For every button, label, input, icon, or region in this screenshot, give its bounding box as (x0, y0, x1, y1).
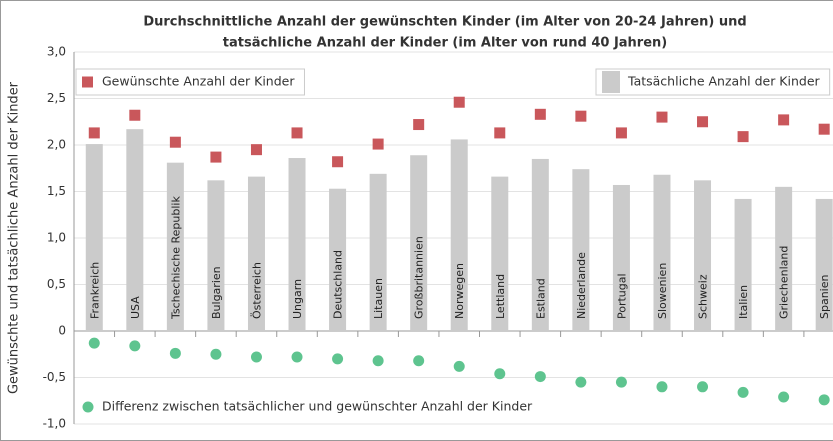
bar (734, 198, 752, 331)
bar (653, 174, 671, 331)
marker-square (291, 127, 303, 139)
bar (450, 139, 468, 331)
marker-square (210, 151, 222, 163)
x-tick-label: Slowenien (656, 263, 669, 319)
marker-circle (697, 381, 709, 393)
marker-square (575, 110, 587, 122)
marker-circle (88, 337, 100, 349)
y-tick-label: 2,0 (47, 138, 66, 152)
marker-circle (778, 391, 790, 403)
x-tick-label: Bulgarien (210, 266, 223, 319)
y-tick-label: 1,0 (47, 231, 66, 245)
x-tick-label: Tschechische Republik (169, 196, 182, 320)
marker-square (169, 136, 181, 148)
marker-square (737, 131, 749, 143)
chart-title: Durchschnittliche Anzahl der gewünschten… (143, 15, 746, 30)
marker-circle (656, 381, 668, 393)
marker-square (250, 144, 262, 156)
x-tick-label: Portugal (615, 273, 628, 319)
legend-box (75, 68, 305, 96)
y-tick-label: -0,5 (43, 370, 66, 384)
marker-square (129, 109, 141, 121)
bar (207, 180, 225, 331)
marker-square (778, 114, 790, 126)
x-tick-label: Litauen (372, 278, 385, 319)
bar (531, 158, 549, 331)
marker-square (615, 127, 627, 139)
marker-square (372, 138, 384, 150)
x-tick-label: Österreich (250, 262, 263, 319)
marker-square (332, 156, 344, 168)
marker-square (88, 127, 100, 139)
marker-circle (494, 368, 506, 380)
y-tick-label: 1,5 (47, 184, 66, 198)
legend-swatch (602, 71, 620, 93)
x-tick-label: Großbritannien (413, 236, 426, 319)
marker-square (453, 96, 465, 108)
bar (775, 186, 793, 331)
x-tick-label: Griechenland (778, 246, 791, 319)
marker-circle (332, 353, 344, 365)
x-tick-label: Ungarn (291, 279, 304, 319)
marker-circle (575, 376, 587, 388)
y-axis-label: Gewünschte und tatsächliche Anzahl der K… (7, 81, 22, 394)
bar (694, 180, 712, 331)
bar (247, 176, 265, 331)
legend-swatch (82, 401, 94, 413)
marker-circle (453, 360, 465, 372)
x-tick-label: Frankreich (88, 262, 101, 319)
bar (126, 129, 144, 331)
legend-label: Gewünschte Anzahl der Kinder (102, 74, 295, 89)
marker-circle (210, 348, 222, 360)
marker-square (494, 127, 506, 139)
bar (612, 184, 630, 331)
bar (166, 162, 184, 331)
bar (369, 173, 387, 331)
x-tick-label: Italien (737, 285, 750, 319)
legend-swatch (82, 76, 93, 88)
x-tick-label: Schweiz (697, 274, 710, 319)
marker-circle (372, 355, 384, 367)
marker-circle (818, 394, 830, 406)
bar (572, 169, 590, 331)
bar (288, 158, 306, 331)
x-tick-label: Estland (534, 278, 547, 319)
x-tick-label: Niederlande (575, 252, 588, 319)
x-tick-label: Spanien (818, 274, 831, 319)
x-tick-label: Norwegen (453, 263, 466, 319)
legend-box (595, 68, 831, 96)
y-tick-label: 3,0 (47, 45, 66, 59)
marker-circle (737, 386, 749, 398)
y-tick-label: 0,5 (47, 277, 66, 291)
bar (410, 155, 428, 331)
legend-label: Tatsächliche Anzahl der Kinder (627, 74, 821, 89)
y-tick-label: 0 (58, 324, 66, 338)
marker-square (697, 116, 709, 128)
x-tick-label: Lettland (494, 274, 507, 319)
y-tick-label: 2,5 (47, 91, 66, 105)
marker-circle (413, 355, 425, 367)
x-tick-label: Deutschland (332, 250, 345, 319)
marker-circle (129, 340, 141, 352)
marker-circle (291, 351, 303, 363)
marker-square (413, 119, 425, 131)
marker-circle (250, 351, 262, 363)
bar (85, 144, 103, 331)
marker-square (656, 111, 668, 123)
x-tick-label: USA (129, 296, 142, 319)
bar (491, 176, 509, 331)
marker-circle (534, 371, 546, 383)
bar (815, 198, 833, 331)
marker-square (534, 108, 546, 120)
legend-label: Differenz zwischen tatsächlicher und gew… (102, 399, 533, 414)
marker-circle (615, 376, 627, 388)
chart-title: tatsächliche Anzahl der Kinder (im Alter… (223, 36, 667, 51)
y-tick-label: -1,0 (43, 417, 66, 431)
marker-square (818, 123, 830, 135)
marker-circle (169, 347, 181, 359)
bar (329, 188, 347, 331)
